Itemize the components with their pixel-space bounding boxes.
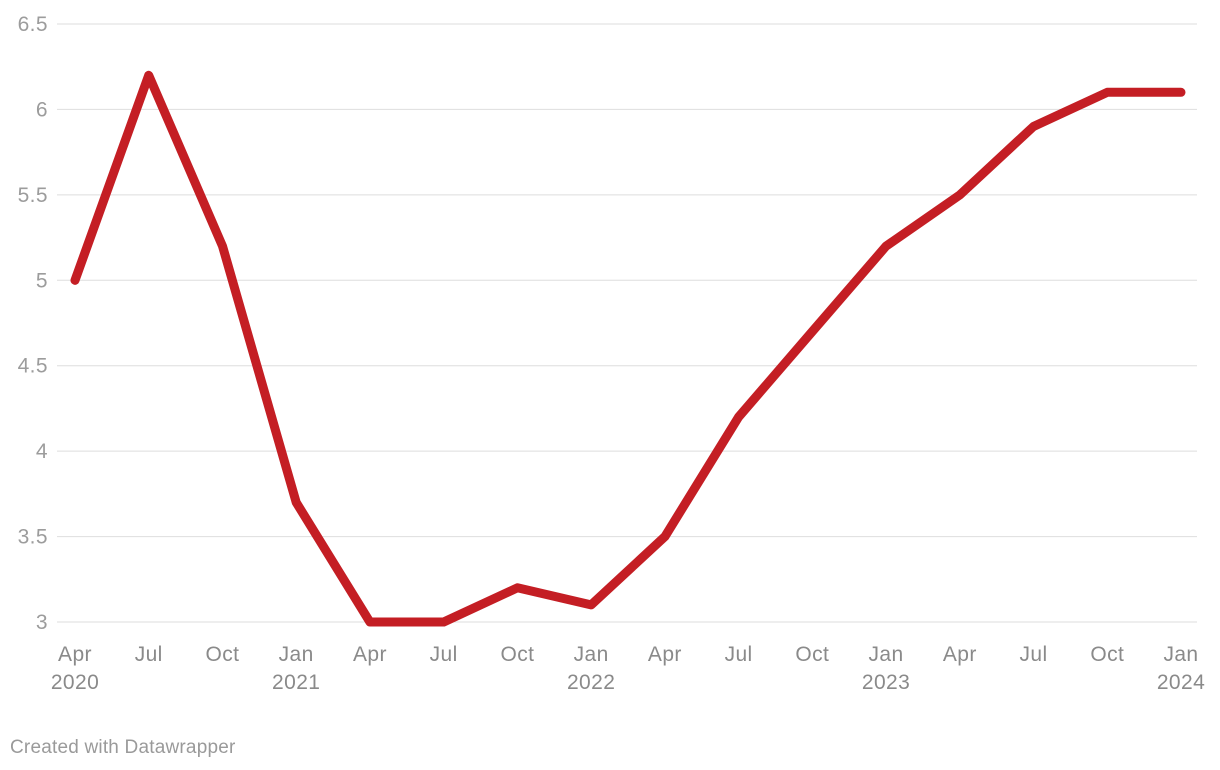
x-axis-tick-year-7: 2022 [567, 671, 615, 694]
x-axis-tick-month-6: Oct [500, 643, 534, 666]
x-axis-tick-month-11: Jan [869, 643, 904, 666]
x-axis-tick-month-4: Apr [353, 643, 387, 666]
y-axis-tick-4: 4 [36, 440, 48, 463]
x-axis-tick-month-13: Jul [1020, 643, 1048, 666]
x-axis-tick-month-2: Oct [206, 643, 240, 666]
x-axis-tick-month-12: Apr [943, 643, 977, 666]
x-axis-tick-month-7: Jan [574, 643, 609, 666]
datawrapper-credit: Created with Datawrapper [10, 737, 236, 758]
data-series-line [70, 70, 1186, 627]
x-axis-tick-month-5: Jul [430, 643, 458, 666]
x-axis-tick-month-1: Jul [135, 643, 163, 666]
y-axis-tick-5: 5 [36, 269, 48, 292]
x-axis-tick-month-8: Apr [648, 643, 682, 666]
x-axis-tick-year-15: 2024 [1157, 671, 1205, 694]
x-axis-tick-month-14: Oct [1090, 643, 1124, 666]
x-axis-tick-year-0: 2020 [51, 671, 99, 694]
x-axis-tick-year-11: 2023 [862, 671, 910, 694]
y-axis-tick-6: 6 [36, 98, 48, 121]
x-axis-tick-month-15: Jan [1163, 643, 1198, 666]
x-axis-tick-month-0: Apr [58, 643, 92, 666]
y-axis-tick-4.5: 4.5 [18, 355, 48, 378]
x-axis-tick-month-3: Jan [279, 643, 314, 666]
y-axis-tick-3.5: 3.5 [18, 526, 48, 549]
y-axis-tick-5.5: 5.5 [18, 184, 48, 207]
x-axis-tick-month-10: Oct [795, 643, 829, 666]
y-axis-tick-3: 3 [36, 611, 48, 634]
x-axis-tick-year-3: 2021 [272, 671, 320, 694]
x-axis-tick-month-9: Jul [725, 643, 753, 666]
line-chart-svg: 3 3.5 4 4.5 5 5.5 6 6.5 Apr 2020 Jul Oct Jan 2021 Apr J… [18, 13, 1205, 694]
y-axis-tick-6.5: 6.5 [18, 13, 48, 36]
